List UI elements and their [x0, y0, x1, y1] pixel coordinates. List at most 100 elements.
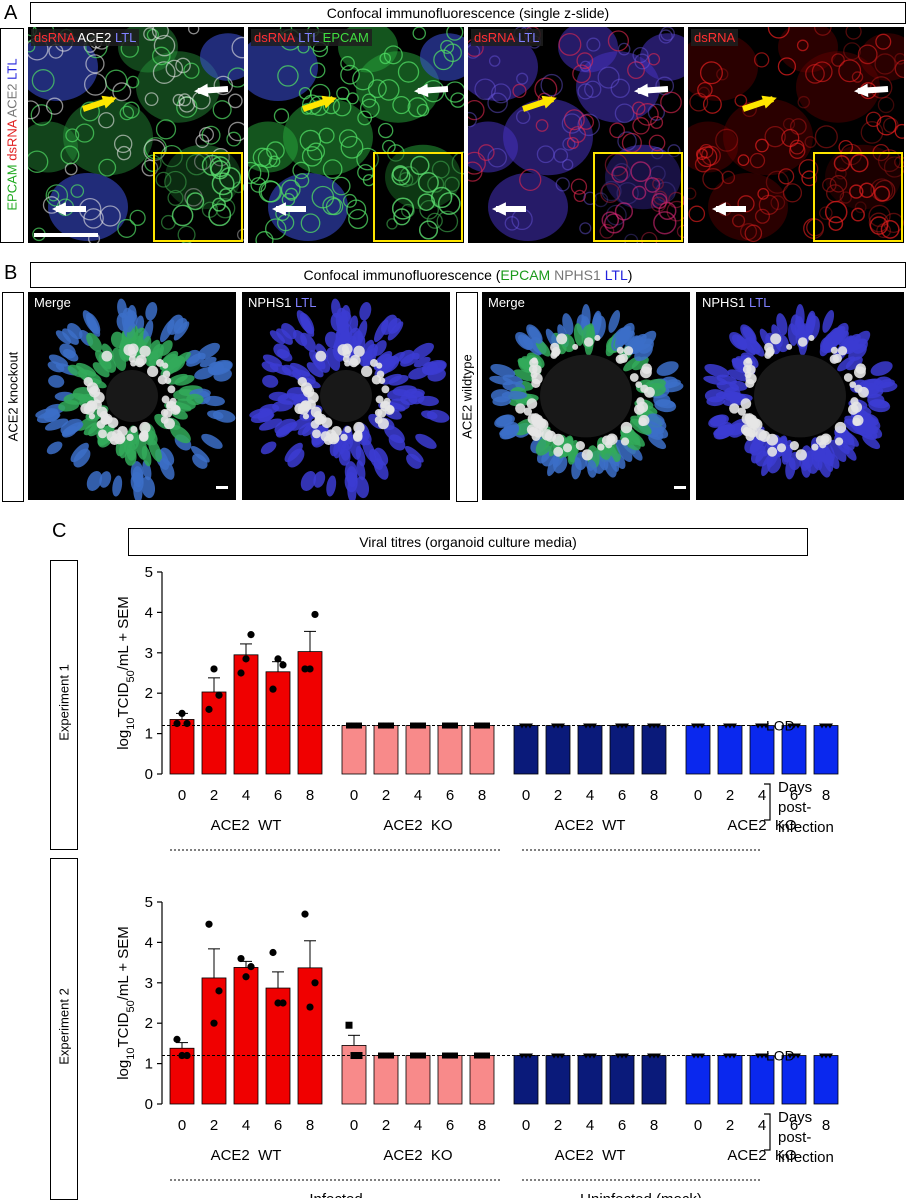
- nephron-segment: [761, 453, 774, 477]
- data-point: [205, 920, 213, 928]
- cell-outline: [65, 128, 80, 143]
- cell-outline: [536, 145, 555, 164]
- data-point: [727, 723, 733, 729]
- cell-outline: [468, 111, 478, 128]
- organoid-ko-nphs1-ltl: NPHS1 LTL: [242, 292, 450, 500]
- cell-outline: [721, 170, 736, 185]
- nephron-segment: [631, 356, 649, 371]
- inset-cell: [851, 207, 865, 222]
- data-point: [583, 723, 589, 729]
- inset-box: [593, 152, 683, 242]
- experiment-1-side-label: Experiment 1: [56, 664, 72, 741]
- cell-outline: [248, 163, 270, 186]
- cell-outline: [294, 173, 310, 188]
- cell-outline: [307, 142, 326, 161]
- nephron-segment: [306, 362, 324, 378]
- data-point: [279, 661, 287, 669]
- organoid-core: [754, 354, 846, 438]
- cell-outline: [555, 177, 570, 192]
- panel-a-letter: A: [4, 2, 18, 24]
- data-point: [551, 723, 557, 729]
- nephron-segment: [60, 418, 83, 435]
- tubule-region: [796, 51, 880, 123]
- data-point: [210, 1019, 218, 1027]
- cell-outline: [576, 52, 594, 70]
- nephron-segment: [274, 418, 297, 435]
- nephron-segment: [501, 390, 528, 400]
- cell-outline: [577, 83, 594, 100]
- panel-c-title: Viral titres (organoid culture media): [128, 528, 808, 556]
- bar: [373, 1055, 399, 1105]
- glomerulus: [594, 334, 601, 342]
- cell-outline: [650, 115, 664, 129]
- nephron-segment: [59, 343, 76, 359]
- glomerulus: [830, 346, 838, 354]
- cell-outline: [865, 111, 882, 128]
- nephron-segment: [175, 398, 196, 410]
- data-point: [699, 723, 705, 729]
- cell-outline: [798, 159, 819, 179]
- cell-outline: [152, 46, 171, 66]
- lod-label: LOD: [766, 1048, 795, 1064]
- cell-outline: [790, 118, 807, 135]
- data-point: [555, 1053, 561, 1059]
- cell-outline: [666, 200, 684, 222]
- glomerulus: [135, 354, 147, 366]
- x-tick-label: 8: [306, 787, 314, 804]
- bar: [545, 1055, 571, 1105]
- scale-bar: [674, 486, 686, 489]
- inset-cell: [658, 201, 677, 220]
- cell-outline: [782, 183, 803, 203]
- data-point: [591, 723, 597, 729]
- cell-outline: [112, 82, 132, 102]
- glomerulus: [130, 360, 137, 367]
- yellow-arrow-icon: [82, 95, 117, 112]
- nephron-segment: [46, 441, 63, 455]
- data-point: [727, 1053, 733, 1059]
- tubule-region: [723, 98, 813, 176]
- data-point: [247, 631, 255, 639]
- x-tick-label: 0: [178, 787, 186, 804]
- nephron-segment: [547, 453, 560, 477]
- x-tick-label: 2: [210, 787, 218, 804]
- glomerulus: [819, 440, 827, 449]
- micrograph-a3: dsRNA LTL: [468, 27, 684, 243]
- cell-outline: [175, 57, 191, 74]
- nephron-segment: [124, 448, 137, 466]
- condition-label: Uninfected (mock): [580, 1191, 702, 1198]
- x-tick-label: 8: [478, 787, 486, 804]
- y-tick-label: 1: [145, 1056, 153, 1073]
- nephron-segment: [260, 441, 277, 455]
- nephron-segment: [269, 330, 286, 345]
- cell-outline: [151, 27, 169, 40]
- bar: [469, 725, 495, 775]
- panel-a-title: Confocal immunofluorescence (single z-sl…: [30, 2, 906, 24]
- cell-outline: [610, 78, 630, 99]
- glomerulus: [528, 365, 538, 374]
- bar: [577, 725, 603, 775]
- cell-outline: [340, 64, 360, 85]
- panel-b-side-label-wt: ACE2 wildtype: [459, 354, 475, 439]
- data-point: [759, 723, 765, 729]
- cell-outline: [777, 57, 797, 76]
- nephron-segment: [415, 433, 437, 449]
- cell-outline: [342, 193, 357, 208]
- glomerulus: [770, 333, 782, 345]
- data-point: [551, 1053, 557, 1059]
- nephron-segment: [629, 418, 652, 435]
- cell-outline: [570, 178, 588, 195]
- data-point: [787, 1053, 793, 1059]
- cell-outline: [732, 214, 746, 228]
- micrograph-a1-label: dsRNA ACE2 LTL: [31, 29, 140, 46]
- glomerulus: [530, 413, 541, 424]
- cell-outline: [757, 187, 770, 200]
- glomerulus: [147, 365, 159, 378]
- cell-outline: [894, 156, 904, 169]
- glomerulus: [620, 437, 630, 446]
- nephron-segment: [272, 400, 294, 412]
- side-label-part: dsRNA: [4, 120, 20, 165]
- nephron-segment: [62, 328, 79, 345]
- cell-outline: [860, 121, 884, 144]
- cell-outline: [444, 176, 460, 192]
- cell-outline: [226, 131, 242, 147]
